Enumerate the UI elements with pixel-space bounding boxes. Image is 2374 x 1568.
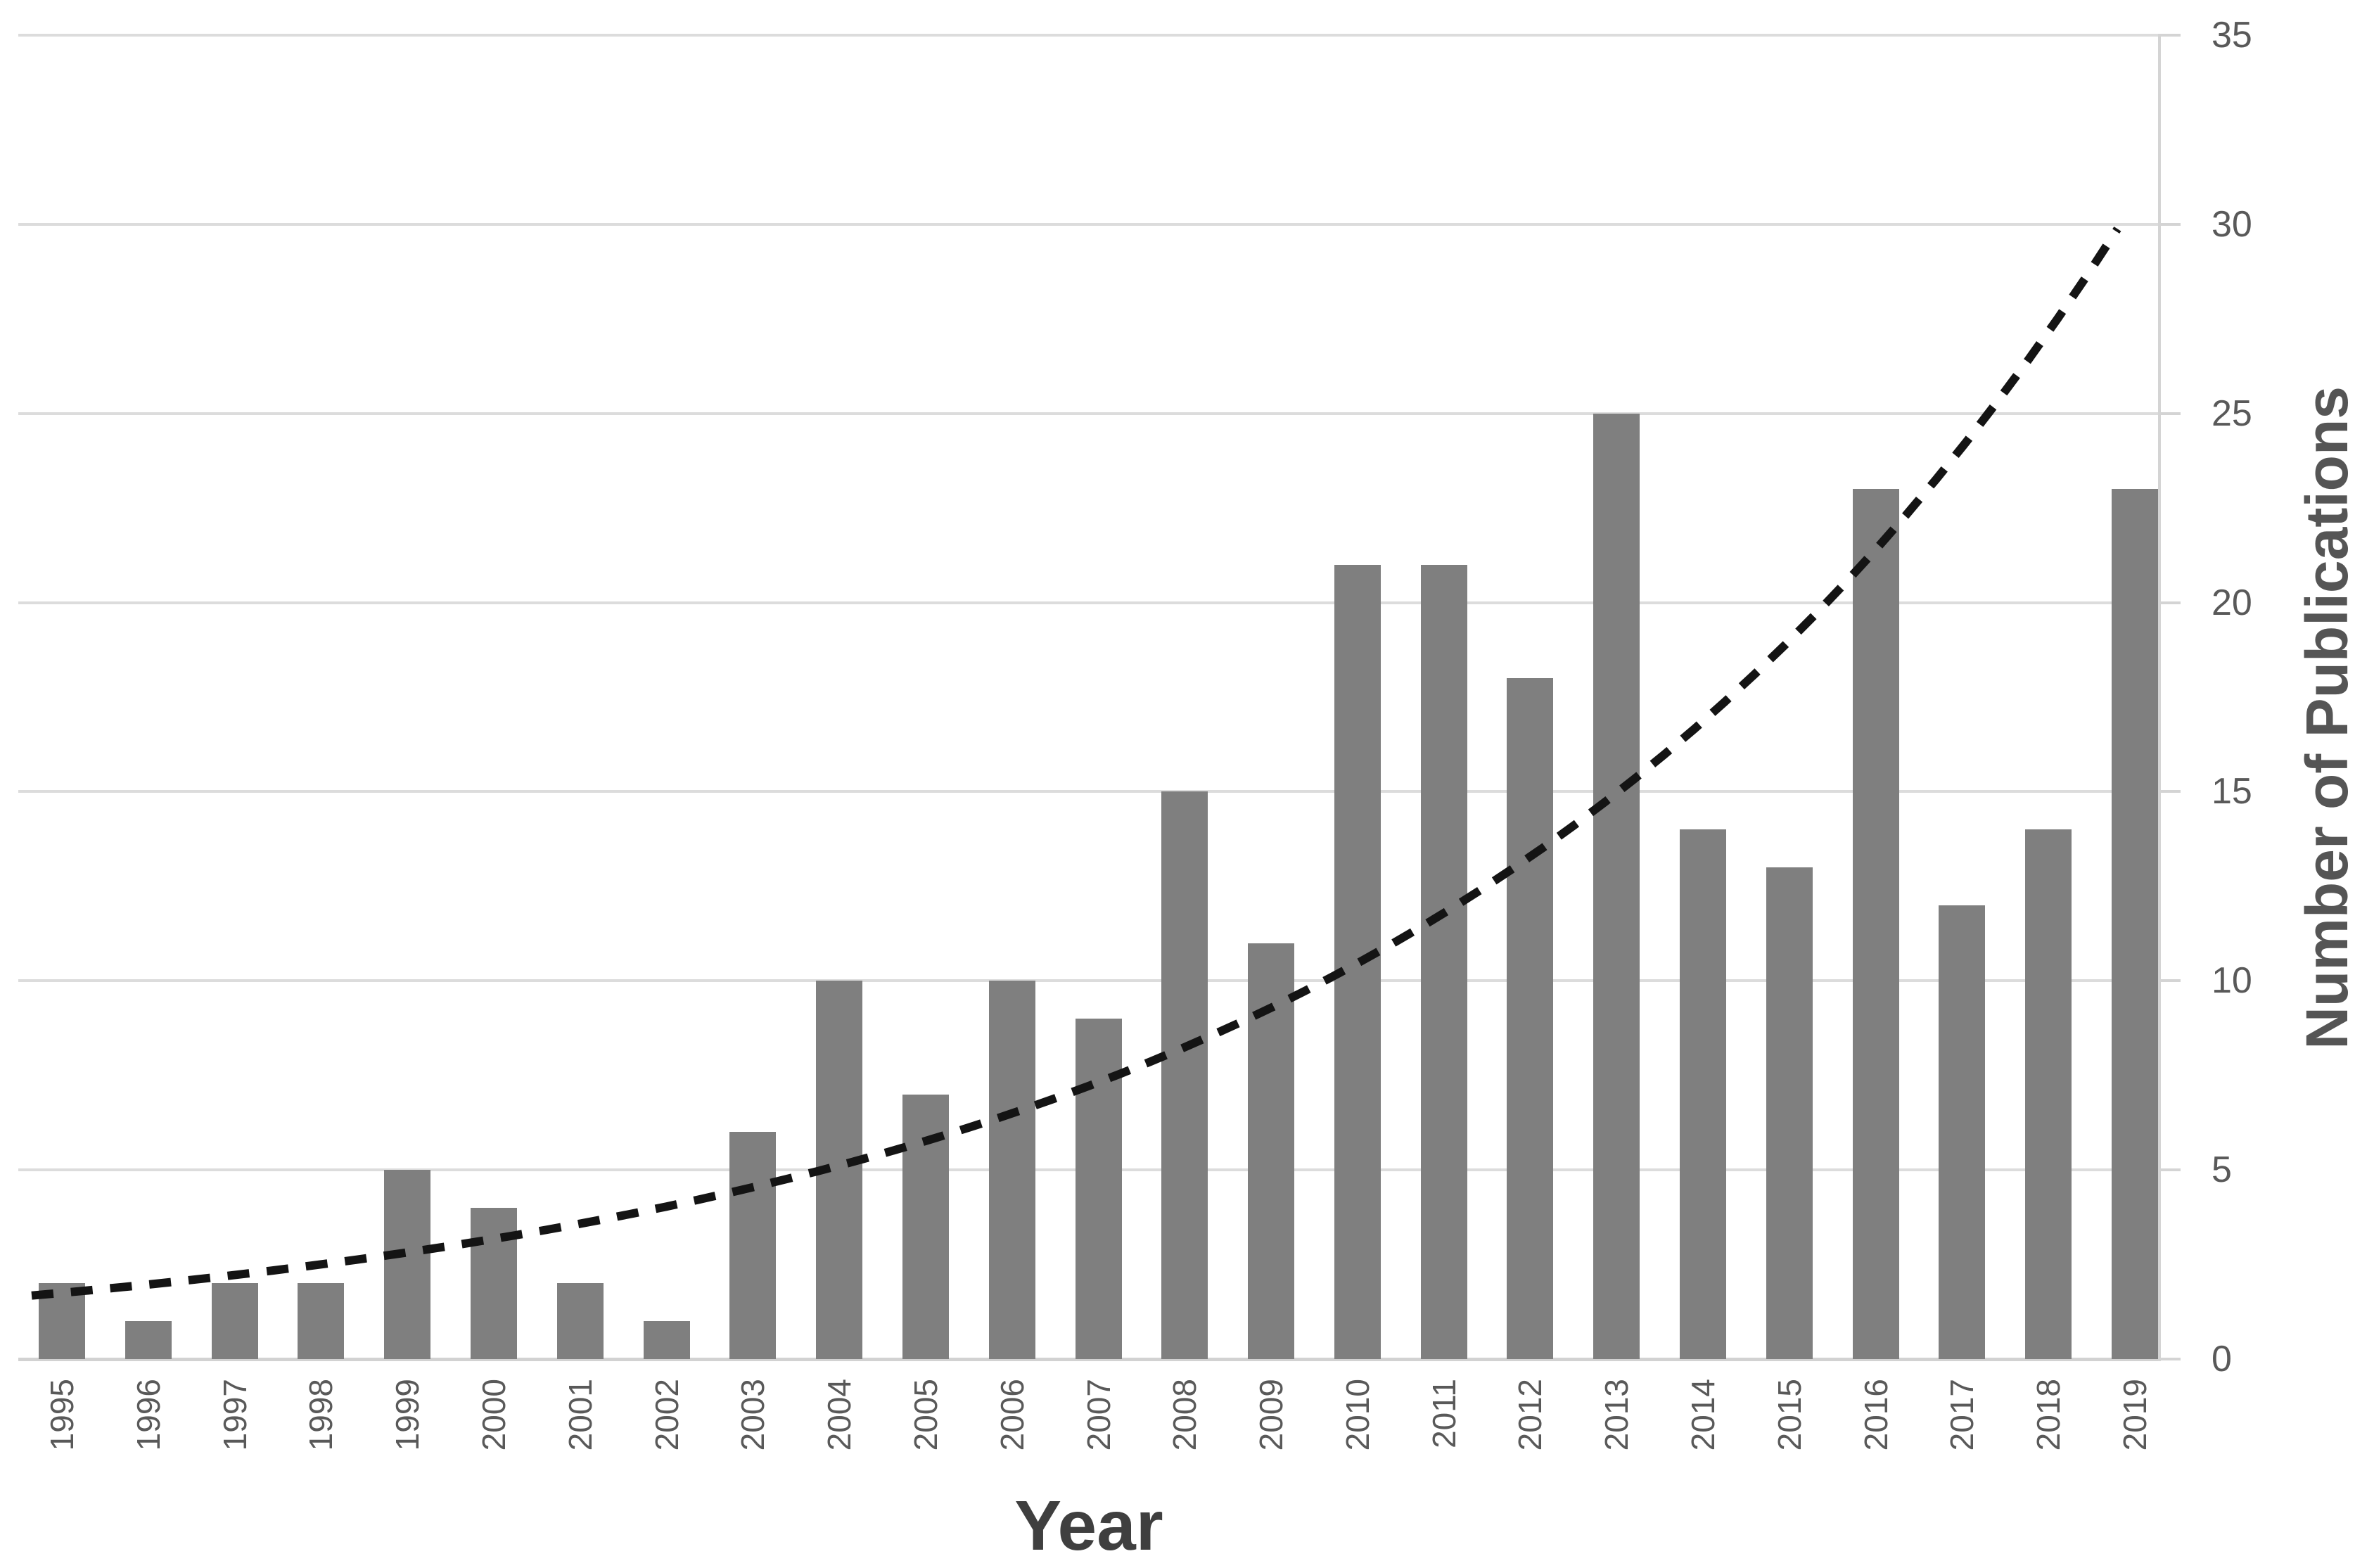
gridline-15 [18,790,2159,793]
bar-2018 [2025,829,2072,1359]
bar-2015 [1766,867,1813,1359]
y-tick-label-15: 15 [2212,771,2252,812]
y-tick-label-30: 30 [2212,203,2252,245]
gridline-10 [18,979,2159,983]
y-tick-30 [2159,222,2181,226]
bar-2003 [729,1132,777,1359]
exponential-trendline [31,227,2121,1300]
y-tick-label-5: 5 [2212,1149,2232,1191]
x-axis-line [18,1358,2159,1361]
gridline-20 [18,601,2159,604]
y-tick-0 [2159,1358,2181,1360]
bar-2012 [1507,678,1554,1359]
y-axis-title-container: Number of Publications [2280,267,2374,1168]
y-tick-label-25: 25 [2212,393,2252,434]
gridline-30 [18,222,2159,226]
bar-2017 [1939,905,1986,1359]
bar-2016 [1852,489,1899,1359]
gridline-25 [18,412,2159,415]
y-tick-label-35: 35 [2212,15,2252,56]
y-tick-label-20: 20 [2212,582,2252,623]
y-tick-label-0: 0 [2212,1339,2232,1379]
bar-2002 [643,1321,690,1359]
y-tick-10 [2159,979,2181,983]
bar-2010 [1334,564,1381,1359]
x-axis-title: Year [1014,1486,1163,1565]
y-tick-15 [2159,790,2181,793]
bar-2001 [556,1283,604,1359]
y-tick-35 [2159,34,2181,37]
y-axis-line [2158,34,2161,1361]
gridline-35 [18,34,2159,37]
bar-2019 [2112,489,2158,1359]
y-tick-5 [2159,1168,2181,1172]
y-axis-title: Number of Publications [2294,385,2360,1050]
y-tick-label-10: 10 [2212,960,2252,1002]
bar-2011 [1420,564,1467,1359]
bar-1999 [384,1170,431,1359]
bar-1996 [125,1321,172,1359]
bar-2013 [1593,413,1640,1359]
bar-2008 [1161,791,1208,1359]
y-tick-20 [2159,601,2181,604]
bar-2006 [988,981,1035,1359]
y-tick-25 [2159,412,2181,415]
bar-1997 [211,1283,258,1359]
bar-1998 [298,1283,345,1359]
bar-2014 [1680,829,1727,1359]
